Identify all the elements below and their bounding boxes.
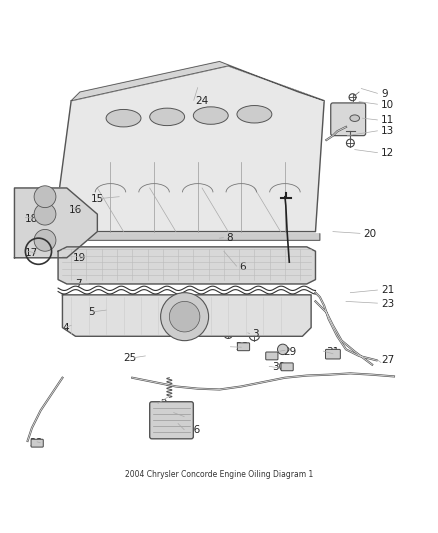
- Text: 5: 5: [88, 308, 95, 317]
- Polygon shape: [53, 66, 323, 232]
- Circle shape: [169, 301, 199, 332]
- Text: 9: 9: [380, 89, 387, 99]
- Text: 15: 15: [90, 194, 104, 204]
- Text: 25: 25: [123, 353, 136, 363]
- Circle shape: [34, 229, 56, 251]
- Text: 3: 3: [252, 329, 258, 339]
- FancyBboxPatch shape: [31, 439, 43, 447]
- Text: 13: 13: [380, 126, 393, 136]
- Ellipse shape: [149, 108, 184, 126]
- Text: 8: 8: [226, 233, 232, 243]
- Text: 28: 28: [29, 438, 43, 448]
- Text: 11: 11: [380, 115, 393, 125]
- Text: 2004 Chrysler Concorde Engine Oiling Diagram 1: 2004 Chrysler Concorde Engine Oiling Dia…: [125, 471, 313, 479]
- Text: 18: 18: [25, 214, 39, 223]
- Polygon shape: [49, 234, 319, 240]
- Text: 16: 16: [69, 205, 82, 215]
- Text: 29: 29: [282, 346, 295, 357]
- FancyBboxPatch shape: [330, 103, 365, 135]
- Text: 10: 10: [380, 100, 393, 110]
- Polygon shape: [58, 247, 315, 284]
- FancyBboxPatch shape: [325, 350, 339, 359]
- Text: 28: 28: [234, 342, 247, 352]
- Text: 24: 24: [195, 96, 208, 106]
- FancyBboxPatch shape: [280, 363, 293, 371]
- Ellipse shape: [237, 106, 271, 123]
- Circle shape: [34, 186, 56, 208]
- Circle shape: [277, 344, 287, 354]
- Circle shape: [160, 293, 208, 341]
- Text: 20: 20: [363, 229, 376, 239]
- Polygon shape: [14, 188, 97, 258]
- Ellipse shape: [106, 109, 141, 127]
- Text: 17: 17: [25, 248, 39, 259]
- Text: 6: 6: [239, 262, 245, 271]
- Polygon shape: [62, 295, 311, 336]
- Text: 12: 12: [380, 148, 393, 158]
- Polygon shape: [71, 61, 323, 101]
- Text: 1: 1: [186, 412, 193, 422]
- FancyBboxPatch shape: [265, 352, 277, 360]
- Text: 23: 23: [380, 298, 393, 309]
- FancyBboxPatch shape: [149, 402, 193, 439]
- Text: 7: 7: [75, 279, 82, 289]
- Ellipse shape: [193, 107, 228, 124]
- Text: 21: 21: [380, 286, 393, 295]
- Text: 2: 2: [160, 399, 167, 409]
- Text: 26: 26: [186, 425, 200, 435]
- Text: 27: 27: [380, 356, 393, 365]
- Text: 4: 4: [62, 322, 69, 333]
- Ellipse shape: [349, 115, 359, 122]
- Text: 31: 31: [325, 346, 339, 357]
- Text: 19: 19: [73, 253, 86, 263]
- FancyBboxPatch shape: [237, 343, 249, 351]
- Circle shape: [34, 203, 56, 225]
- Text: 30: 30: [271, 362, 284, 372]
